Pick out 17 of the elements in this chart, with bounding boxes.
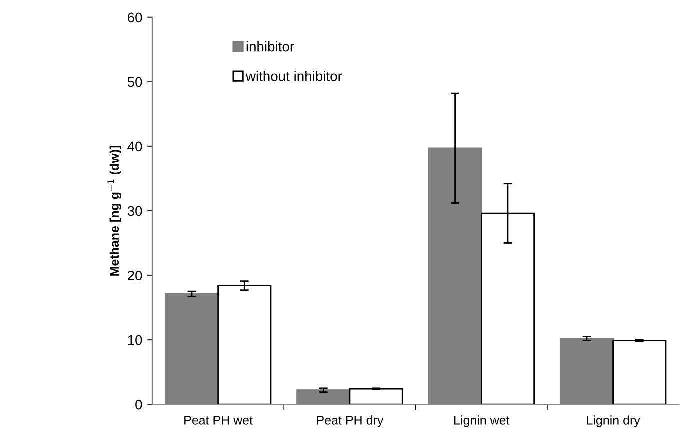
y-tick-label: 30 [128, 206, 142, 216]
y-tick-label: 60 [128, 12, 142, 23]
y-tick-label: 50 [128, 77, 142, 88]
x-tick-label: Lignin wet [454, 416, 510, 428]
x-tick-label: Lignin dry [587, 416, 640, 428]
bar [218, 285, 272, 405]
x-tick-label: Peat PH wet [184, 416, 253, 425]
y-tick-label: 20 [128, 270, 142, 281]
y-tick-label: 40 [128, 142, 142, 152]
legend-label: without inhibitor [246, 71, 342, 82]
legend-label: inhibitor [246, 42, 294, 52]
y-tick-label: 10 [128, 335, 142, 346]
bar [612, 340, 667, 405]
bar [349, 388, 404, 405]
y-axis-title: Methane [ng g$^{−1}$ (dw)] [108, 146, 122, 276]
y-tick-label: 0 [136, 400, 142, 410]
x-tick-label: Peat PH dry [317, 416, 384, 428]
